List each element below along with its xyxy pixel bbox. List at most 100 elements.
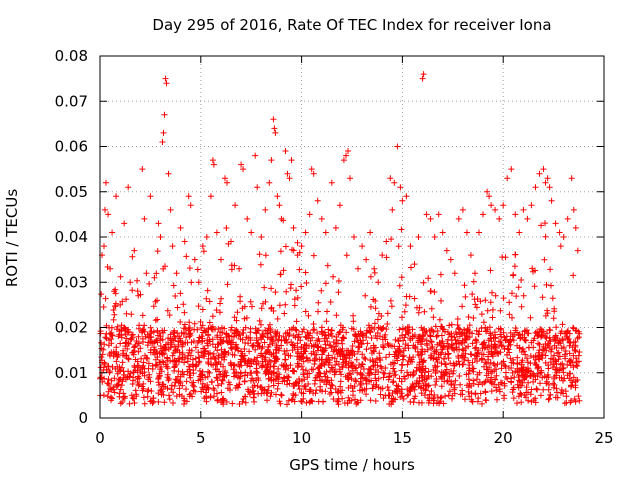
data-point <box>573 327 580 334</box>
data-point <box>525 389 531 396</box>
data-point <box>510 395 517 402</box>
data-point <box>425 383 431 390</box>
data-point <box>217 309 223 316</box>
data-point <box>409 384 416 390</box>
data-point <box>446 331 453 338</box>
data-point <box>398 361 405 368</box>
data-point <box>236 331 243 338</box>
data-point <box>258 390 265 397</box>
data-point-peak <box>420 71 427 78</box>
data-point <box>330 273 337 280</box>
data-point-peak <box>467 252 474 259</box>
data-point <box>100 364 107 371</box>
data-point <box>148 328 155 335</box>
data-point <box>498 333 505 340</box>
data-point <box>324 308 330 315</box>
data-point <box>572 378 579 385</box>
data-point-peak <box>548 197 555 204</box>
data-point-peak <box>546 184 553 191</box>
data-point <box>161 344 168 351</box>
data-point <box>551 381 558 388</box>
data-point <box>300 358 307 365</box>
data-point <box>401 373 407 380</box>
data-point <box>554 350 561 357</box>
data-point <box>187 374 194 381</box>
data-point-peak <box>165 170 172 177</box>
data-point <box>192 363 199 370</box>
data-point <box>383 254 390 261</box>
data-point <box>428 345 435 352</box>
data-point <box>251 382 258 389</box>
data-point <box>395 383 402 390</box>
data-point <box>489 289 495 296</box>
data-point <box>209 336 216 343</box>
data-point <box>430 366 437 373</box>
data-point <box>250 342 257 349</box>
data-point <box>509 333 516 340</box>
data-point <box>129 253 136 260</box>
data-point <box>419 369 426 376</box>
data-point <box>405 372 412 379</box>
data-point <box>155 398 162 405</box>
data-point <box>371 326 378 332</box>
data-point <box>302 333 309 340</box>
data-point <box>421 392 428 399</box>
data-point <box>329 333 335 339</box>
data-point-peak <box>268 157 275 164</box>
data-point <box>266 357 273 364</box>
data-point <box>289 341 296 348</box>
data-point <box>371 269 378 276</box>
data-point <box>409 333 416 340</box>
data-point-peak <box>552 220 559 227</box>
data-point <box>545 396 552 403</box>
data-point <box>446 370 453 377</box>
data-point <box>484 307 491 314</box>
data-point <box>493 372 500 379</box>
data-point <box>477 390 484 397</box>
data-point <box>143 354 150 361</box>
data-point <box>573 362 580 369</box>
data-point <box>162 361 169 368</box>
data-point <box>466 367 473 374</box>
data-point <box>505 346 512 353</box>
data-point <box>374 316 381 323</box>
data-point <box>121 393 128 400</box>
data-point <box>349 343 356 349</box>
data-point <box>119 399 126 405</box>
data-point <box>110 307 117 313</box>
data-point <box>243 334 250 341</box>
data-point <box>493 384 500 391</box>
data-point <box>141 322 148 329</box>
data-point <box>126 373 133 380</box>
data-point <box>301 383 308 390</box>
data-point <box>170 330 177 337</box>
data-point <box>139 387 146 394</box>
data-point <box>148 397 155 404</box>
data-point <box>192 344 199 351</box>
data-point-peak <box>218 256 224 263</box>
data-point <box>507 329 514 336</box>
data-point <box>535 340 542 347</box>
data-point <box>287 362 294 369</box>
data-point <box>420 366 427 373</box>
data-point <box>194 266 201 273</box>
data-point <box>172 347 179 354</box>
data-point <box>462 396 468 403</box>
data-point <box>438 360 445 367</box>
data-point <box>525 368 532 375</box>
data-point-peak <box>278 215 285 222</box>
data-point <box>541 373 548 380</box>
data-point <box>187 330 194 337</box>
data-point <box>565 336 572 342</box>
data-point <box>125 326 131 333</box>
data-point <box>522 337 529 344</box>
data-point <box>545 365 552 372</box>
data-point <box>264 397 270 404</box>
data-point <box>115 352 122 358</box>
data-point <box>163 341 169 348</box>
data-point <box>367 303 374 310</box>
data-point <box>224 338 230 345</box>
data-point <box>154 339 161 346</box>
data-point <box>372 305 379 312</box>
data-point <box>241 303 248 310</box>
